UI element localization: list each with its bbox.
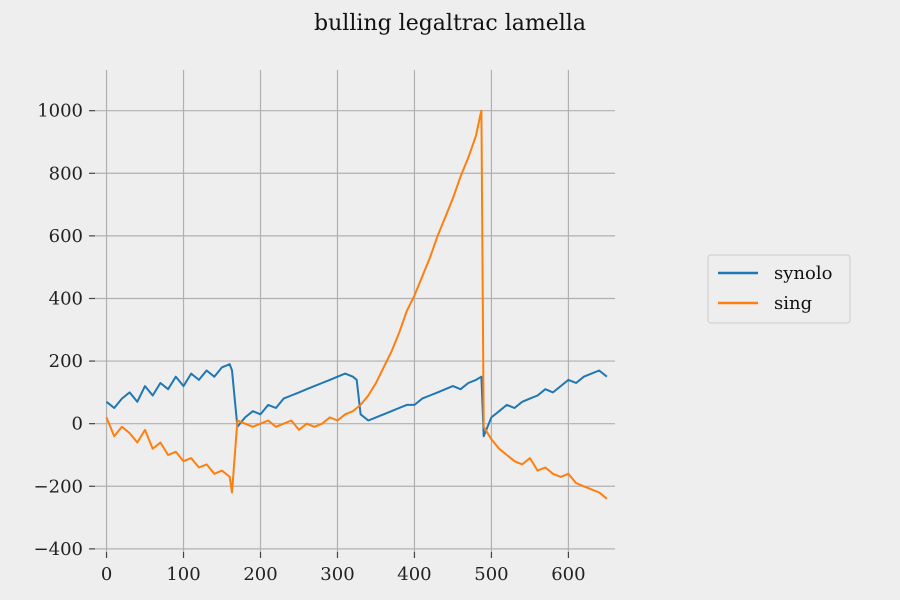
series-line-synolo <box>105 363 608 438</box>
series-line-sing <box>105 109 608 500</box>
y-tick-label: 0 <box>72 414 83 435</box>
x-tick-label: 500 <box>474 564 508 585</box>
y-tick-label: −200 <box>34 476 83 497</box>
y-tick-label: −400 <box>34 539 83 560</box>
y-tick-label: 200 <box>49 351 83 372</box>
x-tick-label: 100 <box>166 564 200 585</box>
chart-title: bulling legaltrac lamella <box>314 11 586 36</box>
x-tick-label: 400 <box>397 564 431 585</box>
legend-label-synolo: synolo <box>774 263 832 284</box>
x-tick-label: 0 <box>101 564 112 585</box>
grid <box>95 70 615 552</box>
x-tick-label: 200 <box>243 564 277 585</box>
x-tick-label: 600 <box>551 564 585 585</box>
y-tick-label: 400 <box>49 288 83 309</box>
y-tick-label: 800 <box>49 163 83 184</box>
x-tick-label: 300 <box>320 564 354 585</box>
axes: 0 100 200 300 400 500 600 −400 −200 0 200 400 600 800… <box>34 101 586 585</box>
y-tick-label: 1000 <box>37 101 83 122</box>
legend-label-sing: sing <box>774 293 812 314</box>
legend: synolo sing <box>707 254 851 324</box>
y-tick-label: 600 <box>49 226 83 247</box>
series-lines <box>105 109 608 500</box>
